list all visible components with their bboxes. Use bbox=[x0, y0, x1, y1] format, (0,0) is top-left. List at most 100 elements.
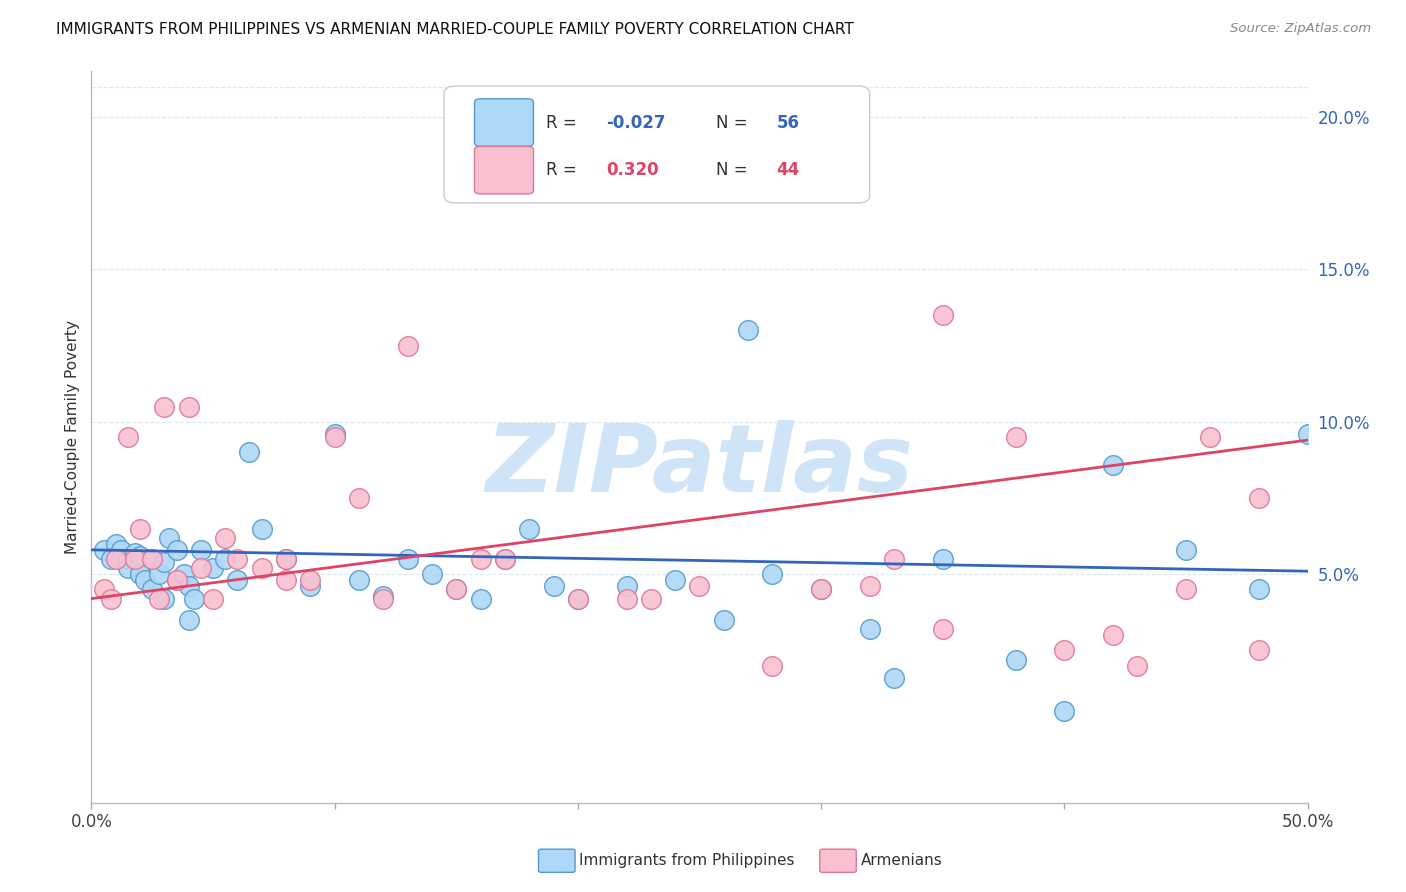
Point bbox=[100, 591, 122, 606]
Point bbox=[104, 552, 127, 566]
Text: N =: N = bbox=[716, 161, 752, 179]
Point bbox=[153, 591, 176, 606]
Point bbox=[470, 591, 492, 606]
Point bbox=[166, 574, 188, 588]
Text: 44: 44 bbox=[776, 161, 800, 179]
Point bbox=[238, 445, 260, 459]
Point bbox=[859, 579, 882, 593]
Point bbox=[323, 430, 346, 444]
Point bbox=[104, 537, 127, 551]
Point bbox=[117, 430, 139, 444]
Y-axis label: Married-Couple Family Poverty: Married-Couple Family Poverty bbox=[65, 320, 80, 554]
Point bbox=[373, 591, 395, 606]
Point bbox=[1004, 430, 1026, 444]
Point bbox=[616, 591, 638, 606]
Point bbox=[153, 400, 176, 414]
Point bbox=[274, 552, 297, 566]
Text: N =: N = bbox=[716, 113, 752, 131]
Point bbox=[494, 552, 516, 566]
Text: IMMIGRANTS FROM PHILIPPINES VS ARMENIAN MARRIED-COUPLE FAMILY POVERTY CORRELATIO: IMMIGRANTS FROM PHILIPPINES VS ARMENIAN … bbox=[56, 22, 853, 37]
Point bbox=[153, 555, 176, 569]
Point bbox=[214, 552, 236, 566]
Text: ZIPatlas: ZIPatlas bbox=[485, 420, 914, 512]
Point bbox=[396, 552, 419, 566]
Point bbox=[396, 338, 419, 352]
Point bbox=[141, 552, 163, 566]
Point bbox=[713, 613, 735, 627]
Point bbox=[110, 542, 132, 557]
Point bbox=[148, 591, 170, 606]
Point bbox=[1247, 491, 1270, 505]
Point bbox=[1175, 582, 1198, 597]
Point bbox=[1102, 458, 1125, 472]
Point bbox=[190, 561, 212, 575]
Point bbox=[567, 591, 589, 606]
Point bbox=[470, 552, 492, 566]
Point bbox=[517, 521, 540, 535]
Point bbox=[1053, 705, 1076, 719]
FancyBboxPatch shape bbox=[444, 86, 870, 203]
Point bbox=[1175, 542, 1198, 557]
Point bbox=[250, 561, 273, 575]
Point bbox=[141, 582, 163, 597]
Point bbox=[444, 582, 467, 597]
Text: 56: 56 bbox=[776, 113, 800, 131]
Point bbox=[347, 574, 370, 588]
Point bbox=[347, 491, 370, 505]
Point bbox=[761, 567, 783, 582]
Point bbox=[1296, 427, 1319, 442]
Point bbox=[931, 308, 953, 322]
Point bbox=[190, 542, 212, 557]
Text: Armenians: Armenians bbox=[860, 854, 942, 868]
Point bbox=[299, 574, 322, 588]
Point bbox=[1247, 582, 1270, 597]
Text: 0.320: 0.320 bbox=[606, 161, 659, 179]
Point bbox=[214, 531, 236, 545]
Point bbox=[1004, 652, 1026, 666]
Point bbox=[202, 591, 225, 606]
Point bbox=[226, 574, 249, 588]
Point bbox=[148, 567, 170, 582]
Point bbox=[931, 552, 953, 566]
Point bbox=[129, 567, 152, 582]
Point bbox=[1199, 430, 1222, 444]
Point bbox=[810, 582, 832, 597]
Point bbox=[883, 552, 905, 566]
Point bbox=[93, 582, 115, 597]
Point bbox=[859, 622, 882, 636]
Point bbox=[299, 579, 322, 593]
Point bbox=[664, 574, 686, 588]
Point bbox=[444, 582, 467, 597]
Point bbox=[202, 561, 225, 575]
Point bbox=[274, 574, 297, 588]
Point bbox=[688, 579, 710, 593]
Text: Immigrants from Philippines: Immigrants from Philippines bbox=[579, 854, 794, 868]
Text: -0.027: -0.027 bbox=[606, 113, 666, 131]
Point bbox=[373, 589, 395, 603]
Point bbox=[183, 591, 205, 606]
Point bbox=[761, 658, 783, 673]
Point bbox=[93, 542, 115, 557]
Point bbox=[166, 574, 188, 588]
FancyBboxPatch shape bbox=[474, 146, 533, 194]
Point bbox=[1102, 628, 1125, 642]
Point bbox=[141, 552, 163, 566]
Point bbox=[117, 552, 139, 566]
Point bbox=[134, 574, 156, 588]
Point bbox=[166, 542, 188, 557]
Point bbox=[250, 521, 273, 535]
Point bbox=[129, 521, 152, 535]
Point bbox=[177, 579, 200, 593]
Point bbox=[1053, 643, 1076, 657]
Point bbox=[543, 579, 565, 593]
Point bbox=[931, 622, 953, 636]
Point bbox=[616, 579, 638, 593]
Point bbox=[177, 400, 200, 414]
Point bbox=[124, 546, 146, 560]
Point bbox=[420, 567, 443, 582]
Point bbox=[494, 552, 516, 566]
Point bbox=[737, 323, 759, 337]
Point bbox=[173, 567, 195, 582]
Text: R =: R = bbox=[546, 161, 582, 179]
Point bbox=[567, 591, 589, 606]
